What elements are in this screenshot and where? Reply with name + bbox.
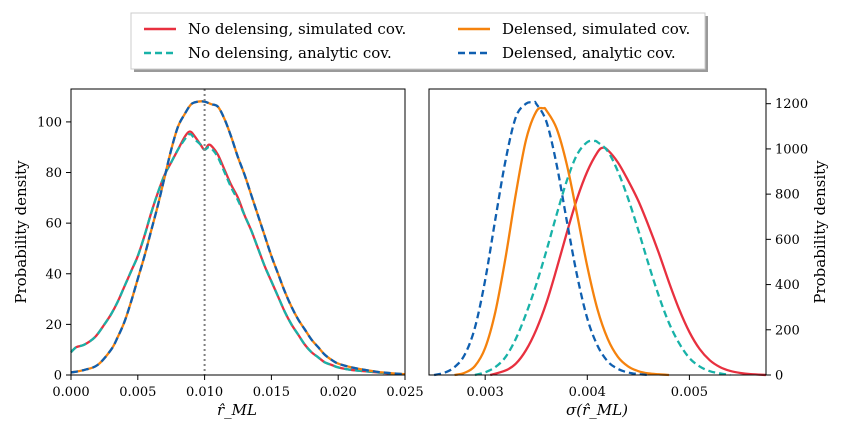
- right-y-tick-label: 800: [775, 188, 800, 203]
- left-series-delensed-simulated-cov: [70, 100, 406, 376]
- left-y-tick-label: 40: [45, 267, 62, 282]
- right-y-tick-label: 400: [775, 278, 800, 293]
- left-x-tick-label: 0.000: [52, 385, 89, 400]
- left-series-no-delensing-simulated-cov: [70, 130, 406, 376]
- legend-label-no-delensing-simulated: No delensing, simulated cov.: [188, 20, 406, 38]
- left-x-tick-label: 0.005: [119, 385, 156, 400]
- left-y-tick-label: 80: [45, 166, 62, 181]
- left-y-tick-label: 60: [45, 217, 62, 232]
- right-y-tick-label: 200: [775, 323, 800, 338]
- left-y-tick-label: 20: [45, 318, 62, 333]
- left-series-no-delensing-analytic-cov: [70, 132, 406, 376]
- right-series-no-delensing-simulated-cov: [489, 146, 767, 377]
- right-x-axis-label-text: σ(r̂_ML): [566, 401, 628, 419]
- right-series-delensed-simulated-cov: [454, 106, 670, 377]
- right-y-tick-label: 1000: [775, 142, 808, 157]
- right-plot-frame: [428, 88, 767, 376]
- right-x-tick-label: 0.004: [569, 385, 606, 400]
- left-x-axis-label-text: r̂_ML: [217, 401, 257, 419]
- right-x-axis-label: σ(r̂_ML): [566, 401, 628, 419]
- left-y-tick-label: 0: [54, 369, 62, 384]
- left-x-tick-label: 0.010: [186, 385, 223, 400]
- right-y-tick-label: 1200: [775, 97, 808, 112]
- left-y-tick-label: 100: [37, 115, 62, 130]
- left-plot-frame: [70, 88, 406, 376]
- right-y-tick-label: 0: [775, 369, 783, 384]
- right-y-tick-label: 600: [775, 233, 800, 248]
- right-x-tick-label: 0.003: [467, 385, 504, 400]
- right-panel: 0.003 0.004 0.005 0 200 400 600 800 1000 1200 σ(r…: [428, 88, 829, 419]
- right-series-no-delensing-analytic-cov: [474, 139, 731, 377]
- right-x-tick-label: 0.005: [671, 385, 708, 400]
- left-y-axis-label: Probability density: [12, 160, 30, 304]
- legend-label-delensed-simulated: Delensed, simulated cov.: [502, 20, 690, 38]
- left-panel: 0.000 0.005 0.010 0.015 0.020 0.025 0 20 40 60 80 1…: [12, 88, 424, 419]
- left-x-axis-label: r̂_ML: [217, 401, 257, 419]
- left-x-tick-label: 0.015: [253, 385, 290, 400]
- left-x-tick-label: 0.025: [386, 385, 423, 400]
- right-y-axis-label: Probability density: [811, 160, 829, 304]
- legend-label-delensed-analytic: Delensed, analytic cov.: [502, 44, 676, 62]
- left-x-tick-label: 0.020: [320, 385, 357, 400]
- legend: No delensing, simulated cov. No delensin…: [130, 12, 708, 72]
- legend-frame: [130, 12, 706, 70]
- legend-label-no-delensing-analytic: No delensing, analytic cov.: [188, 44, 392, 62]
- left-series-delensed-analytic-cov: [70, 100, 406, 376]
- right-series-delensed-analytic-cov: [433, 100, 649, 377]
